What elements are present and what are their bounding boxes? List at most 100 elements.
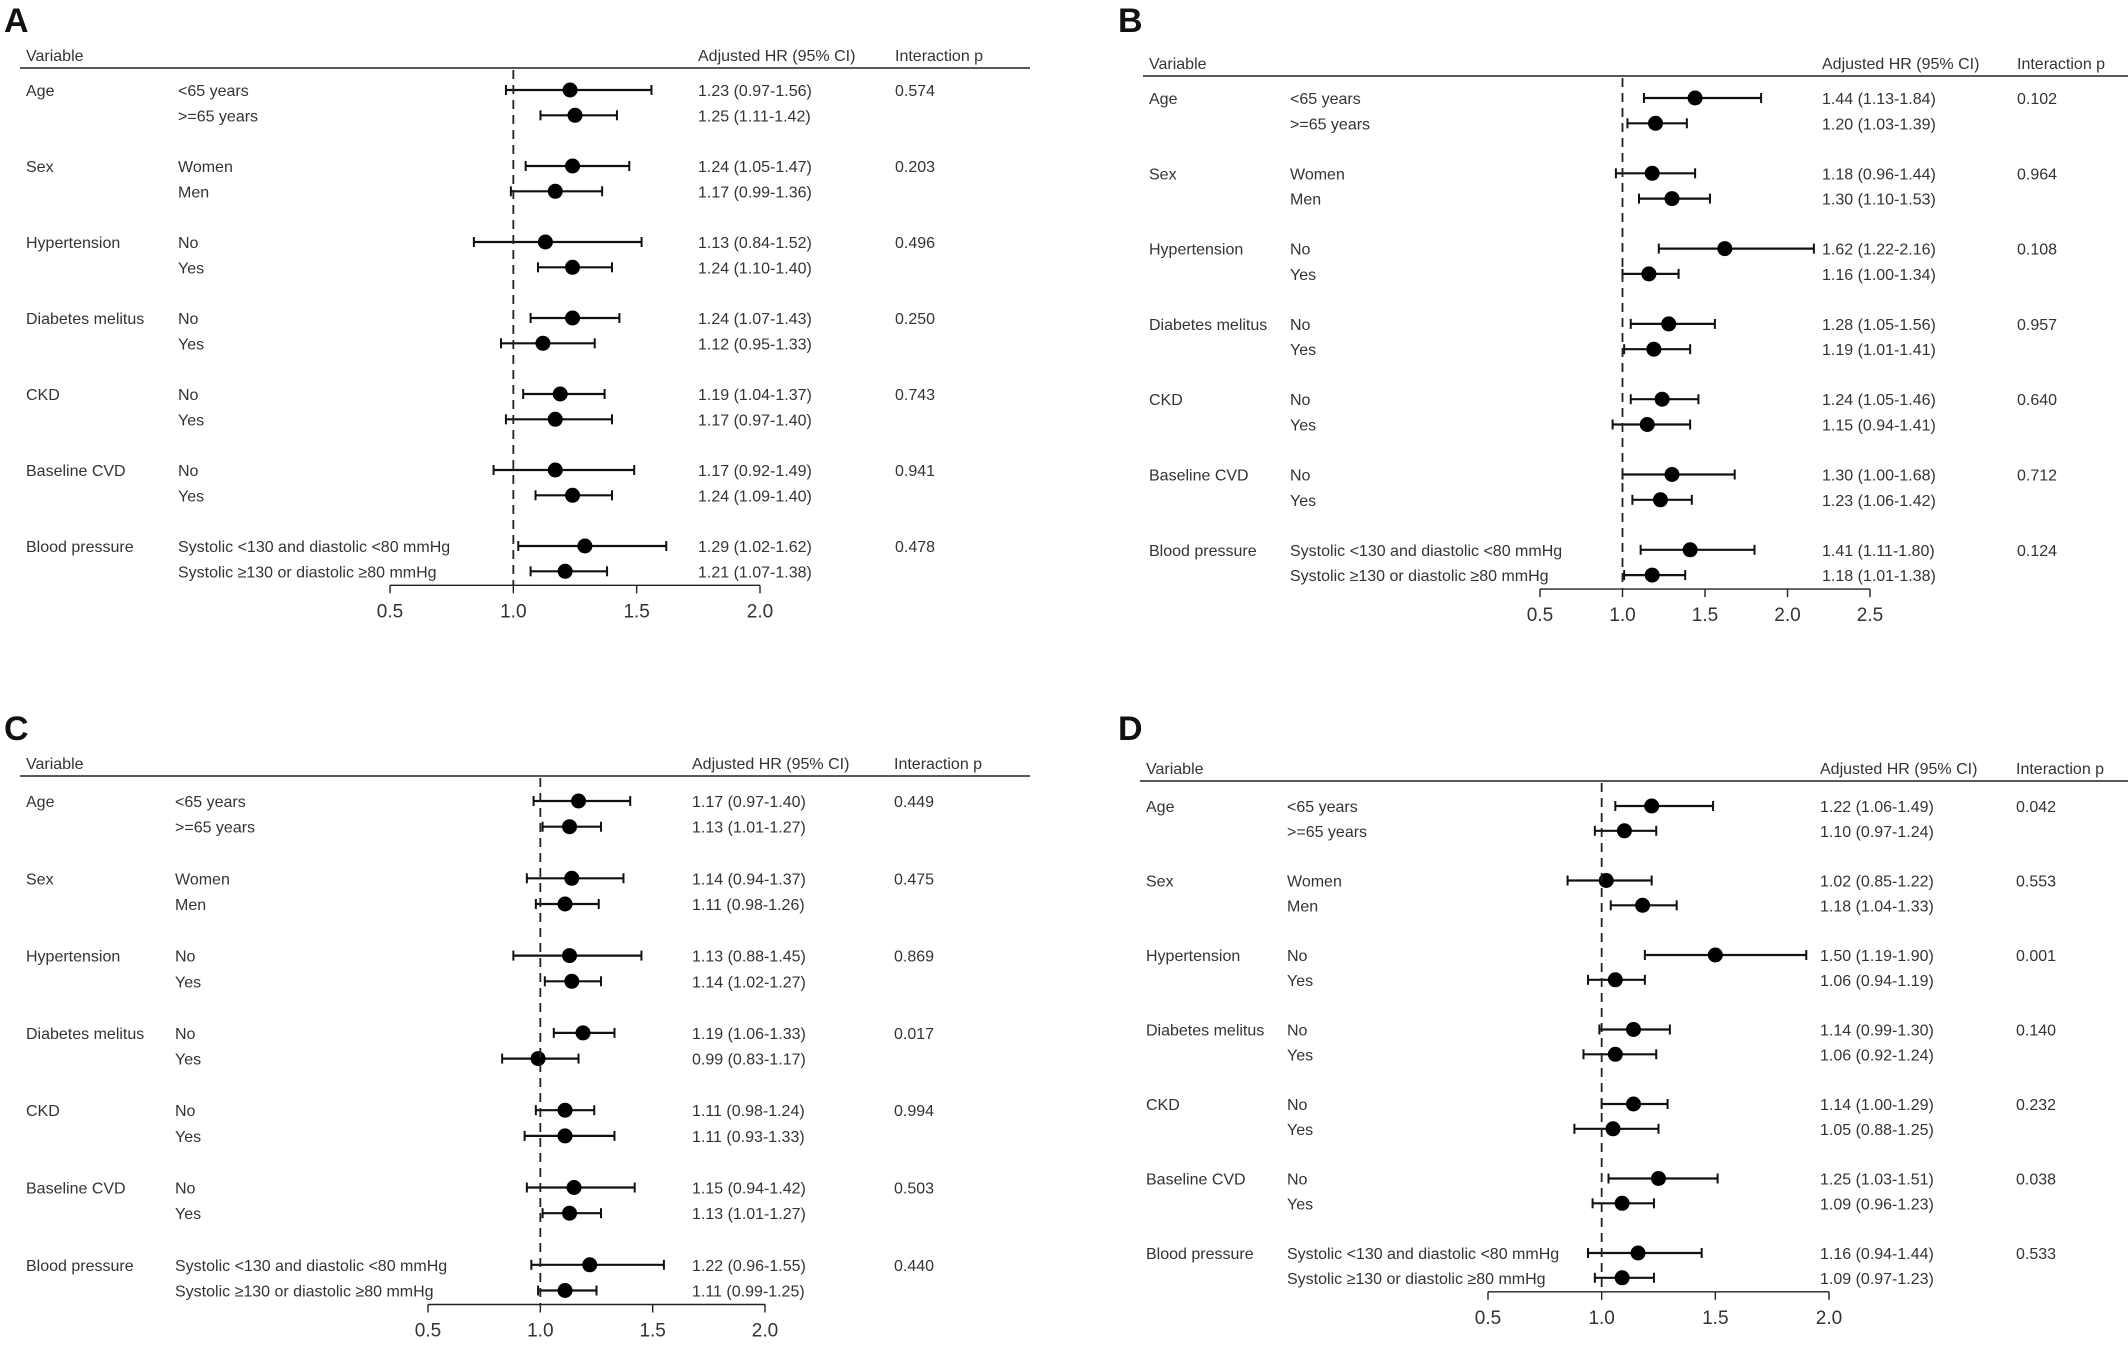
subgroup-label: <65 years (175, 794, 246, 811)
subgroup-label: Yes (1287, 1047, 1313, 1064)
x-tick-label: 2.5 (1857, 605, 1883, 626)
hr-ci-label: 1.24 (1.05-1.47) (698, 159, 812, 176)
hr-ci-label: 1.13 (1.01-1.27) (692, 1206, 806, 1223)
hr-point (535, 335, 551, 351)
interaction-p-value: 0.042 (2016, 799, 2056, 816)
subgroup-label: Men (178, 184, 209, 201)
hr-ci-label: 1.20 (1.03-1.39) (1822, 116, 1936, 133)
hr-point (1648, 115, 1663, 131)
interaction-p-value: 0.001 (2016, 948, 2056, 965)
subgroup-label: No (1290, 392, 1311, 409)
hr-ci-label: 0.99 (0.83-1.17) (692, 1052, 806, 1069)
hr-ci-label: 1.14 (0.94-1.37) (692, 871, 806, 888)
interaction-p-value: 0.941 (895, 463, 935, 480)
x-tick-label: 0.5 (377, 601, 403, 622)
interaction-p-value: 0.964 (2017, 166, 2057, 183)
hr-ci-label: 1.21 (1.07-1.38) (698, 564, 812, 581)
interaction-p-value: 0.496 (895, 235, 935, 252)
interaction-p-value: 0.640 (2017, 392, 2057, 409)
variable-label: Age (1149, 91, 1178, 108)
interaction-p-value: 0.994 (894, 1103, 934, 1120)
subgroup-label: No (1287, 1023, 1308, 1040)
interaction-p-value: 0.102 (2017, 91, 2057, 108)
panel-letter-b: B (1118, 2, 1143, 40)
hr-point (1635, 897, 1651, 913)
hr-point (1607, 972, 1623, 988)
variable-label: Age (1146, 799, 1175, 816)
hr-ci-label: 1.16 (0.94-1.44) (1820, 1246, 1934, 1263)
subgroup-label: >=65 years (178, 108, 258, 125)
hr-ci-label: 1.15 (0.94-1.41) (1822, 418, 1936, 435)
hr-point (582, 1257, 598, 1273)
variable-label: Baseline CVD (1149, 468, 1249, 485)
x-tick-label: 1.0 (1609, 605, 1635, 626)
hr-ci-label: 1.17 (0.97-1.40) (692, 794, 806, 811)
interaction-p-value: 0.553 (2016, 874, 2056, 891)
hr-ci-label: 1.30 (1.10-1.53) (1822, 192, 1936, 209)
hr-point (1639, 417, 1655, 432)
subgroup-label: No (178, 463, 199, 480)
hr-point (1682, 542, 1698, 558)
hr-ci-label: 1.19 (1.01-1.41) (1822, 342, 1936, 359)
variable-label: CKD (1149, 392, 1183, 409)
x-tick-label: 1.0 (1588, 1308, 1614, 1329)
hr-point (567, 107, 583, 123)
hr-ci-label: 1.11 (0.98-1.26) (692, 897, 805, 914)
interaction-p-value: 0.449 (894, 794, 934, 811)
interaction-p-value: 0.869 (894, 949, 934, 966)
hr-ci-label: 1.13 (0.84-1.52) (698, 235, 812, 252)
header-interaction-p: Interaction p (2017, 56, 2105, 73)
hr-point (557, 1128, 573, 1144)
subgroup-label: Yes (175, 1052, 201, 1069)
panel-letter-c: C (4, 710, 29, 748)
x-tick-label: 0.5 (1527, 605, 1553, 626)
interaction-p-value: 0.232 (2016, 1097, 2056, 1114)
subgroup-label: Yes (178, 336, 204, 353)
subgroup-label: Yes (1287, 1122, 1313, 1139)
hr-ci-label: 1.09 (0.96-1.23) (1820, 1196, 1934, 1213)
hr-point (1625, 1096, 1641, 1112)
hr-point (1605, 1121, 1621, 1137)
subgroup-label: No (1290, 468, 1311, 485)
hr-point (571, 793, 587, 809)
subgroup-label: Women (1287, 874, 1342, 891)
header-variable: Variable (26, 48, 84, 65)
header-adjusted-hr: Adjusted HR (95% CI) (692, 756, 849, 773)
hr-ci-label: 1.11 (0.98-1.24) (692, 1103, 805, 1120)
x-tick-label: 0.5 (415, 1321, 441, 1342)
subgroup-label: >=65 years (175, 820, 255, 837)
variable-label: Blood pressure (1146, 1246, 1254, 1263)
hr-ci-label: 1.06 (0.92-1.24) (1820, 1047, 1934, 1064)
variable-label: Sex (1146, 874, 1174, 891)
header-adjusted-hr: Adjusted HR (95% CI) (698, 48, 855, 65)
hr-ci-label: 1.05 (0.88-1.25) (1820, 1122, 1934, 1139)
subgroup-label: No (1290, 317, 1311, 334)
panel-letter-a: A (4, 2, 29, 40)
interaction-p-value: 0.017 (894, 1026, 934, 1043)
hr-point (557, 563, 573, 579)
hr-point (564, 973, 580, 989)
hr-ci-label: 1.24 (1.10-1.40) (698, 260, 812, 277)
interaction-p-value: 0.743 (895, 387, 935, 404)
hr-ci-label: 1.24 (1.09-1.40) (698, 488, 812, 505)
variable-label: Baseline CVD (26, 1181, 126, 1198)
subgroup-label: Women (1290, 166, 1345, 183)
subgroup-label: Women (175, 871, 230, 888)
hr-point (1661, 316, 1677, 332)
hr-ci-label: 1.29 (1.02-1.62) (698, 539, 812, 556)
hr-ci-label: 1.22 (1.06-1.49) (1820, 799, 1934, 816)
forest-plot-c: Variable Adjusted HR (95% CI) Interaction … (20, 756, 1030, 1342)
subgroup-label: <65 years (1287, 799, 1358, 816)
subgroup-label: Yes (175, 1129, 201, 1146)
hr-ci-label: 1.24 (1.05-1.46) (1822, 392, 1936, 409)
x-tick-label: 2.0 (1816, 1308, 1842, 1329)
hr-ci-label: 1.17 (0.92-1.49) (698, 463, 812, 480)
variable-label: Diabetes melitus (1146, 1023, 1264, 1040)
hr-ci-label: 1.14 (0.99-1.30) (1820, 1023, 1934, 1040)
interaction-p-value: 0.503 (894, 1181, 934, 1198)
subgroup-label: >=65 years (1290, 116, 1370, 133)
hr-point (1625, 1022, 1641, 1037)
hr-ci-label: 1.30 (1.00-1.68) (1822, 468, 1936, 485)
forest-plot-a: Variable Adjusted HR (95% CI) Interaction … (20, 48, 1030, 622)
